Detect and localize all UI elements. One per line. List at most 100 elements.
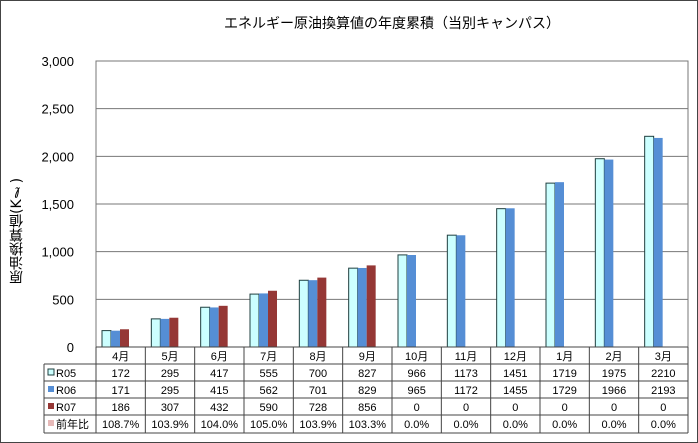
legend-label: R05: [56, 368, 76, 380]
data-label: 0.0%: [404, 419, 429, 431]
data-label: 1172: [454, 385, 478, 397]
bar-R07: [268, 290, 277, 347]
data-label: 0: [463, 402, 469, 414]
y-tick-label: 1,000: [41, 245, 74, 260]
bar-R06: [456, 235, 466, 347]
data-label: 0.0%: [453, 419, 478, 431]
bar-R05: [496, 208, 507, 348]
bar-R06: [111, 330, 120, 347]
data-label: 1719: [552, 368, 576, 380]
data-label: 1451: [503, 368, 527, 380]
chart-title: エネルギー原油換算値の年度累積（当別キャンパス）: [224, 16, 560, 32]
data-label: 965: [407, 385, 425, 397]
bar-R07: [120, 329, 129, 347]
x-tick-label: 6月: [211, 351, 228, 363]
legend-key-R05: [47, 368, 55, 376]
legend-label: R07: [56, 402, 76, 414]
data-label: 103.9%: [299, 419, 337, 431]
data-label: 1966: [602, 385, 626, 397]
y-tick-label: 2,000: [41, 149, 74, 164]
data-label: 728: [309, 402, 327, 414]
data-label: 307: [161, 402, 179, 414]
x-tick-label: 12月: [504, 351, 527, 363]
data-label: 172: [111, 368, 129, 380]
data-label: 700: [309, 368, 327, 380]
data-label: 2210: [651, 368, 675, 380]
data-label: 1975: [602, 368, 626, 380]
data-label: 856: [358, 402, 376, 414]
x-tick-label: 1月: [556, 351, 573, 363]
data-label: 0: [414, 402, 420, 414]
x-tick-label: 7月: [260, 351, 277, 363]
bar-R05: [249, 293, 260, 348]
bar-R05: [200, 306, 211, 348]
data-label: 0: [512, 402, 518, 414]
data-label: 1455: [503, 385, 527, 397]
data-label: 0.0%: [503, 419, 528, 431]
data-label: 1173: [454, 368, 478, 380]
data-label: 0.0%: [552, 419, 577, 431]
bar-R06: [505, 208, 515, 347]
legend-label: 前年比: [56, 417, 89, 431]
data-label: 0: [660, 402, 666, 414]
y-tick-label: 500: [52, 292, 74, 307]
data-label: 171: [111, 385, 129, 397]
bar-R05: [348, 267, 359, 348]
x-tick-label: 4月: [112, 351, 129, 363]
data-label: 1729: [552, 385, 576, 397]
bar-R05: [150, 318, 161, 348]
bar-R06: [357, 267, 367, 347]
legend-key-R06: [48, 386, 54, 392]
y-tick-label: 3,000: [41, 54, 74, 69]
data-label: 829: [358, 385, 376, 397]
data-label: 103.3%: [349, 419, 387, 431]
y-tick-label: 2,500: [41, 102, 74, 117]
bar-R06: [209, 307, 219, 347]
bar-R05: [298, 279, 309, 348]
data-label: 0.0%: [651, 419, 676, 431]
data-label: 562: [259, 385, 277, 397]
data-label: 108.7%: [102, 419, 140, 431]
data-label: 0.0%: [601, 419, 626, 431]
data-label: 701: [309, 385, 327, 397]
data-label: 827: [358, 368, 376, 380]
data-label: 0: [562, 402, 568, 414]
data-label: 966: [407, 368, 425, 380]
bar-R07: [169, 317, 179, 347]
bar-R05: [446, 234, 457, 348]
bar-R05: [101, 330, 112, 348]
data-label: 104.0%: [201, 419, 239, 431]
data-label: 555: [259, 368, 277, 380]
bar-R05: [397, 254, 408, 348]
bar-R06: [407, 255, 416, 347]
bar-R06: [653, 137, 663, 347]
bar-R07: [218, 305, 228, 347]
x-tick-label: 2月: [605, 351, 622, 363]
x-tick-label: 3月: [655, 351, 672, 363]
bar-R05: [545, 182, 556, 348]
y-tick-label: 1,500: [41, 197, 74, 212]
bar-R06: [308, 280, 318, 347]
bar-R07: [366, 265, 376, 347]
x-tick-label: 8月: [309, 351, 326, 363]
bar-R07: [317, 277, 327, 347]
data-label: 186: [111, 402, 129, 414]
data-label: 2193: [651, 385, 675, 397]
data-label: 415: [210, 385, 228, 397]
bar-R05: [594, 158, 605, 348]
x-tick-label: 5月: [161, 351, 178, 363]
bar-R05: [644, 135, 655, 348]
data-label: 417: [210, 368, 228, 380]
legend-key-R07: [48, 403, 54, 409]
x-tick-label: 10月: [405, 351, 428, 363]
x-tick-label: 9月: [359, 351, 376, 363]
legend-label: R06: [56, 385, 76, 397]
data-label: 103.9%: [151, 419, 189, 431]
data-label: 105.0%: [250, 419, 288, 431]
x-tick-label: 11月: [455, 351, 477, 363]
data-label: 295: [161, 368, 179, 380]
data-label: 590: [259, 402, 277, 414]
bar-R06: [555, 182, 564, 347]
